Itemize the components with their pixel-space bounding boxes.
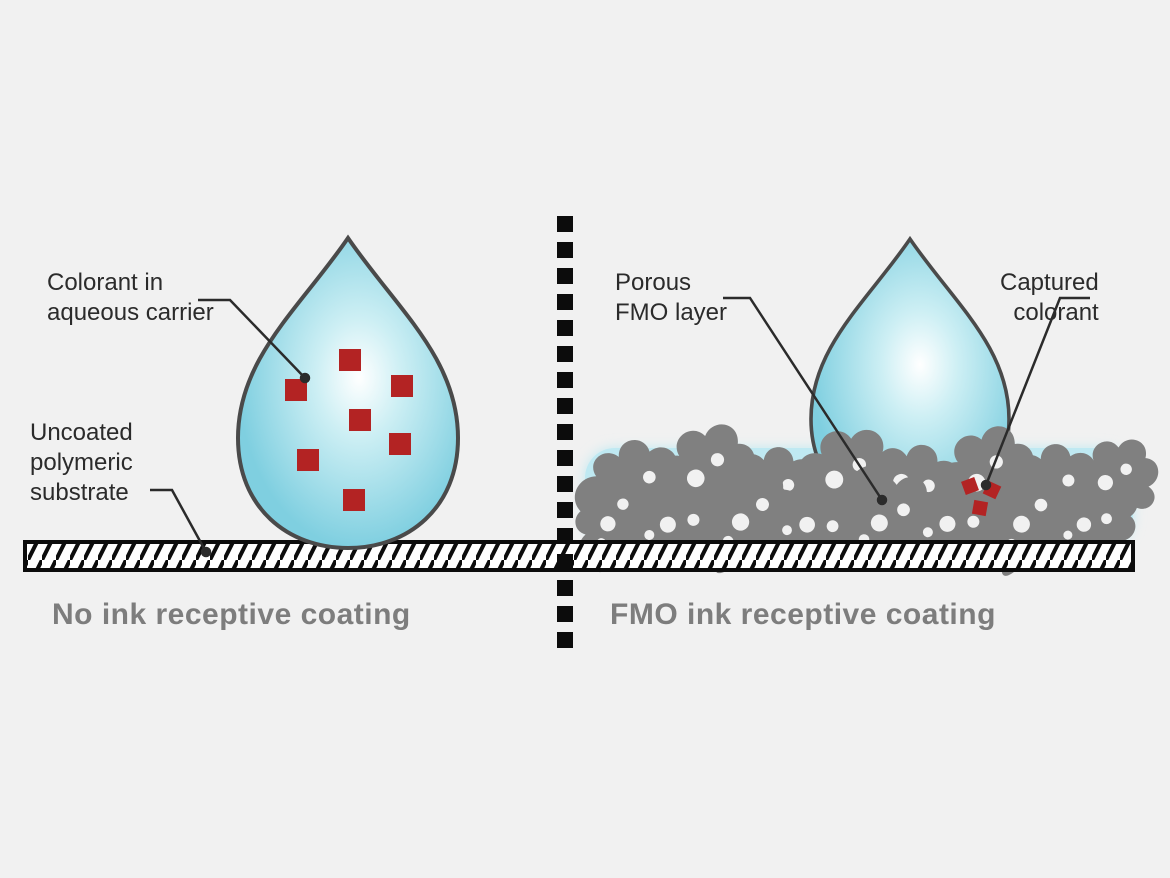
label-porous-fmo-layer: Porous FMO layer xyxy=(615,268,727,328)
diagram-svg xyxy=(0,0,1170,878)
label-colorant-in-aqueous-carrier: Colorant in aqueous carrier xyxy=(47,268,214,328)
substrate-bar xyxy=(25,542,1133,570)
label-captured-colorant: Captured colorant xyxy=(1000,268,1099,328)
diagram-stage: Colorant in aqueous carrier Uncoated pol… xyxy=(0,0,1170,878)
caption-left: No ink receptive coating xyxy=(52,598,411,632)
caption-right: FMO ink receptive coating xyxy=(610,598,996,632)
label-uncoated-polymeric-substrate: Uncoated polymeric substrate xyxy=(30,418,133,508)
center-divider xyxy=(557,216,573,648)
